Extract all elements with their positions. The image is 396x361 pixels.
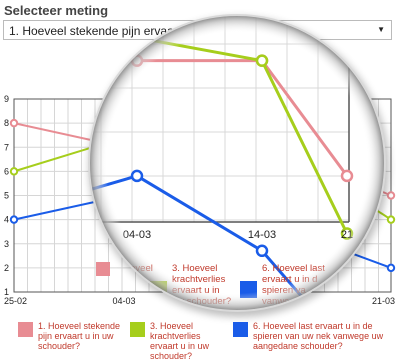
- y-tick-label: 8: [4, 118, 9, 128]
- legend-swatch: [130, 322, 145, 337]
- x-tick-label: 04-03: [112, 296, 135, 306]
- data-point: [386, 215, 396, 224]
- legend-swatch: [18, 322, 33, 337]
- y-tick-label: 3: [4, 239, 9, 249]
- y-tick-label: 4: [4, 215, 9, 225]
- data-point: [9, 118, 19, 128]
- data-point: [9, 167, 19, 176]
- x-tick-label: 25-02: [4, 296, 27, 306]
- y-tick-label: 9: [4, 94, 9, 104]
- legend-swatch: [96, 262, 110, 276]
- lens-legend-text: pijn: [118, 274, 133, 285]
- legend-label: 1. Hoeveel stekende pijn ervaart u in uw…: [38, 321, 121, 351]
- y-tick-label: 5: [4, 191, 9, 201]
- x-tick-label: 21-03: [372, 296, 395, 306]
- data-point: [386, 191, 396, 200]
- data-point: [9, 215, 19, 224]
- y-tick-label: 7: [4, 142, 9, 152]
- y-tick-label: 2: [4, 263, 9, 273]
- legend-label: 6. Hoeveel last ervaart u in de spieren …: [253, 321, 384, 351]
- data-point: [386, 263, 396, 273]
- legend-swatch: [233, 322, 248, 337]
- select-measurement-heading: Selecteer meting: [4, 3, 109, 18]
- y-tick-label: 6: [4, 166, 9, 176]
- legend-label: 3. Hoeveel krachtverlies ervaart u in uw…: [150, 321, 210, 361]
- chevron-down-icon[interactable]: ▼: [377, 25, 385, 34]
- lens-data-point: [130, 31, 144, 44]
- y-tick-label: 1: [4, 287, 9, 297]
